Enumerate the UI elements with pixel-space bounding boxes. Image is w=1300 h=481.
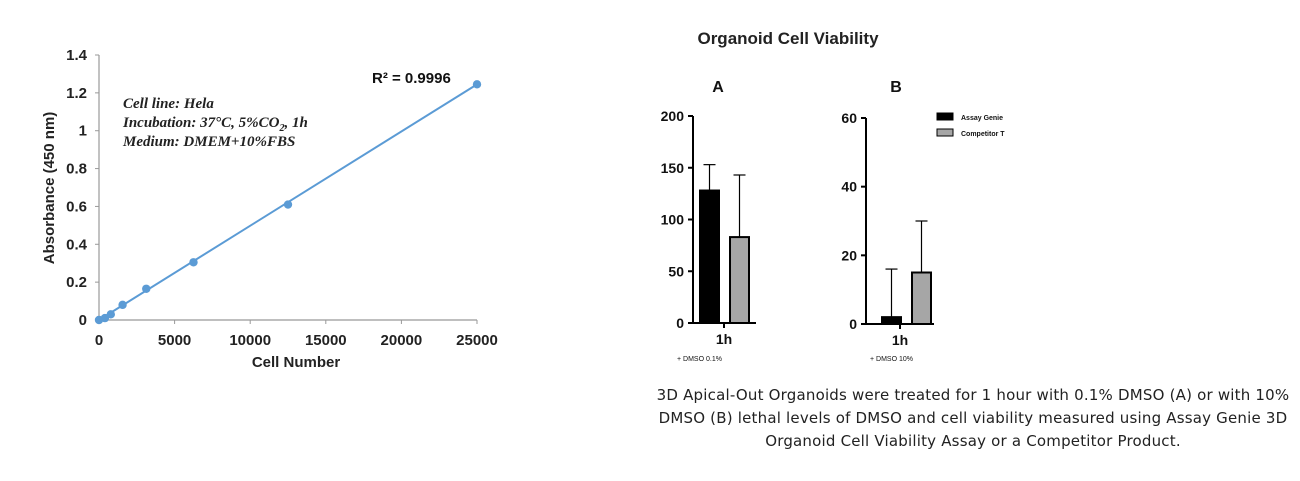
panel-a-label: A	[712, 79, 724, 96]
panel-a-chart: A 0 50 100 150 200 1h + DMSO 0.1%	[661, 79, 756, 363]
panel-b-bar-competitor	[911, 271, 932, 325]
curve-y-tick-label: 0.2	[66, 274, 87, 291]
panel-b-y-tick-label: 0	[849, 316, 857, 332]
annotation-cell-line: Cell line: Hela	[123, 96, 214, 112]
curve-x-tick-label: 10000	[229, 332, 271, 349]
curve-x-tick-label: 5000	[158, 332, 191, 349]
panel-a-note: + DMSO 0.1%	[677, 356, 722, 363]
curve-y-tick-label: 0.6	[66, 198, 87, 215]
annotation-medium: Medium: DMEM+10%FBS	[122, 134, 295, 150]
panel-a-y-tick-label: 0	[676, 315, 684, 331]
co2-subscript: 2	[278, 123, 284, 134]
curve-y-tick-label: 1.4	[66, 47, 88, 64]
panel-a-y-tick-label: 200	[661, 108, 685, 124]
standard-curve-chart: 0 0.2 0.4 0.6 0.8 1 1.2 1.4 0 5000 10000 15000 2000…	[41, 47, 498, 371]
panel-b-category-label: 1h	[892, 332, 908, 348]
curve-y-tick-label: 1	[79, 123, 87, 140]
panel-a-y-tick-label: 50	[668, 263, 684, 279]
curve-y-tick-label: 0.8	[66, 161, 87, 178]
legend-swatch-assay-genie	[936, 112, 954, 121]
annotation-incubation: Incubation: 37°C, 5%CO2, 1h	[122, 115, 308, 134]
panel-a-y-tick-label: 150	[661, 160, 685, 176]
curve-y-tick-label: 0	[79, 312, 87, 329]
curve-y-tick-label: 0.4	[66, 236, 88, 253]
r-squared-label: R² = 0.9996	[372, 70, 451, 87]
panel-b-y-tick-label: 20	[841, 247, 857, 263]
panel-b-label: B	[890, 79, 902, 96]
legend-label-assay-genie: Assay Genie	[961, 115, 1003, 122]
curve-x-tick-label: 0	[95, 332, 103, 349]
panel-b-legend: Assay Genie Competitor T	[936, 112, 1005, 138]
legend-swatch-competitor	[936, 128, 954, 137]
curve-x-tick-label: 15000	[305, 332, 347, 349]
curve-data-point	[118, 300, 127, 310]
figure-caption: 3D Apical-Out Organoids were treated for…	[656, 386, 1290, 450]
curve-x-tick-label: 25000	[456, 332, 498, 349]
curve-x-axis-title: Cell Number	[252, 354, 341, 371]
curve-data-point	[142, 284, 151, 293]
curve-data-point	[106, 310, 115, 319]
organoid-figure-title: Organoid Cell Viability	[697, 29, 879, 48]
panel-b-bar-assay-genie	[881, 316, 902, 325]
panel-b-chart: B 0 20 40 60 1h + DMSO 10% Assay Genie Comp…	[841, 79, 1005, 363]
curve-y-tick-label: 1.2	[66, 85, 87, 102]
curve-y-axis-title: Absorbance (450 nm)	[41, 112, 58, 265]
panel-b-y-tick-label: 40	[841, 179, 857, 195]
legend-label-competitor: Competitor T	[961, 131, 1005, 138]
panel-a-bar-competitor	[729, 236, 750, 324]
curve-x-tick-label: 20000	[381, 332, 423, 349]
panel-b-y-tick-label: 60	[841, 110, 857, 126]
panel-a-category-label: 1h	[716, 331, 732, 347]
curve-data-point	[189, 258, 198, 267]
panel-b-note: + DMSO 10%	[870, 356, 913, 363]
curve-data-point	[472, 80, 482, 89]
curve-data-point	[283, 200, 293, 209]
panel-a-bar-assay-genie	[699, 189, 720, 324]
panel-a-y-tick-label: 100	[661, 212, 685, 228]
